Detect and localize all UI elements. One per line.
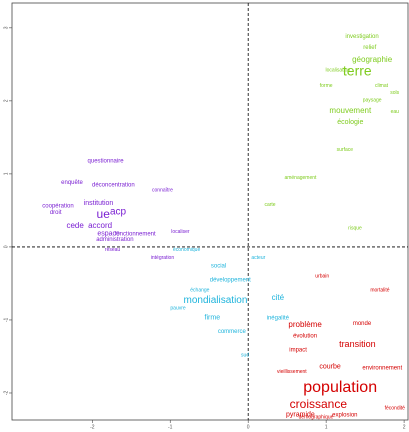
y-tick-label: -1 bbox=[3, 318, 9, 323]
word-point: firme bbox=[205, 315, 221, 322]
word-point: environnement bbox=[362, 366, 402, 372]
word-point: questionnaire bbox=[88, 158, 125, 164]
word-point: économique bbox=[173, 247, 200, 253]
word-point: cité bbox=[272, 293, 285, 302]
word-point: croissance bbox=[290, 397, 348, 411]
word-point: carte bbox=[264, 202, 275, 208]
word-point: forme bbox=[320, 83, 333, 89]
word-point: fécondité bbox=[385, 406, 406, 412]
word-point: évolution bbox=[293, 334, 317, 340]
x-tick-label: -1 bbox=[168, 424, 173, 430]
word-point: urbain bbox=[315, 273, 329, 279]
word-point: investigation bbox=[345, 34, 378, 40]
word-point: mondialisation bbox=[183, 295, 247, 306]
word-point: inégalité bbox=[267, 315, 290, 321]
word-point: risque bbox=[348, 225, 362, 231]
word-point: localiser bbox=[171, 229, 190, 235]
word-point: géographie bbox=[352, 55, 393, 64]
plot-frame bbox=[11, 2, 409, 421]
word-point: vieillissement bbox=[277, 369, 307, 375]
word-point: impact bbox=[289, 347, 307, 353]
word-point: social bbox=[211, 263, 226, 269]
word-point: pyramide bbox=[286, 412, 315, 419]
word-point: sols bbox=[390, 90, 399, 96]
x-tick-label: -2 bbox=[90, 424, 95, 430]
word-point: terre bbox=[343, 62, 372, 78]
y-tick-label: 1 bbox=[3, 172, 9, 175]
word-point: sud bbox=[241, 352, 249, 358]
word-point: population bbox=[303, 379, 377, 396]
word-point: eau bbox=[391, 109, 400, 115]
word-point: pauvre bbox=[170, 306, 186, 312]
word-point: courbe bbox=[319, 364, 341, 371]
word-point: problème bbox=[288, 320, 322, 329]
word-point: aménagement bbox=[284, 175, 317, 181]
word-point: acteur bbox=[251, 255, 265, 261]
word-point: coopération bbox=[42, 204, 73, 210]
word-point: explosion bbox=[332, 412, 357, 418]
y-tick-label: 0 bbox=[3, 245, 9, 248]
word-point: localisation bbox=[325, 68, 350, 74]
word-point: climat bbox=[375, 83, 389, 89]
x-tick-label: 1 bbox=[325, 424, 328, 430]
word-point: accord bbox=[88, 221, 112, 230]
word-point: cede bbox=[66, 221, 84, 230]
word-point: acp bbox=[110, 207, 127, 218]
word-point: commerce bbox=[218, 329, 247, 335]
word-point: connaître bbox=[152, 187, 173, 193]
word-point: intégration bbox=[151, 255, 175, 261]
y-tick-label: 2 bbox=[3, 99, 9, 102]
x-tick-label: 2 bbox=[403, 424, 406, 430]
word-point: espace bbox=[97, 231, 120, 238]
word-point: ue bbox=[97, 207, 111, 221]
word-point: déconcentration bbox=[92, 182, 135, 188]
word-point: écologie bbox=[337, 119, 363, 126]
word-point: transition bbox=[339, 339, 376, 349]
word-point: surface bbox=[337, 147, 354, 153]
word-point: monde bbox=[353, 321, 372, 327]
word-point: institution bbox=[84, 200, 114, 207]
x-tick-label: 0 bbox=[247, 424, 250, 430]
word-point: fonctionnement bbox=[115, 231, 156, 237]
word-point: développement bbox=[210, 277, 251, 283]
word-point: réseau bbox=[105, 247, 121, 253]
word-point: mortalité bbox=[370, 287, 389, 293]
word-point: administration bbox=[96, 237, 133, 243]
y-tick-label: -2 bbox=[3, 391, 9, 396]
word-point: enquête bbox=[61, 180, 83, 186]
word-point: droit bbox=[50, 210, 62, 216]
word-point: mouvement bbox=[329, 106, 372, 115]
y-tick-label: 3 bbox=[3, 26, 9, 29]
word-point: démographique bbox=[299, 414, 334, 420]
word-point: relief bbox=[363, 45, 376, 51]
word-point: paysage bbox=[363, 97, 382, 103]
word-point: échange bbox=[190, 287, 209, 293]
